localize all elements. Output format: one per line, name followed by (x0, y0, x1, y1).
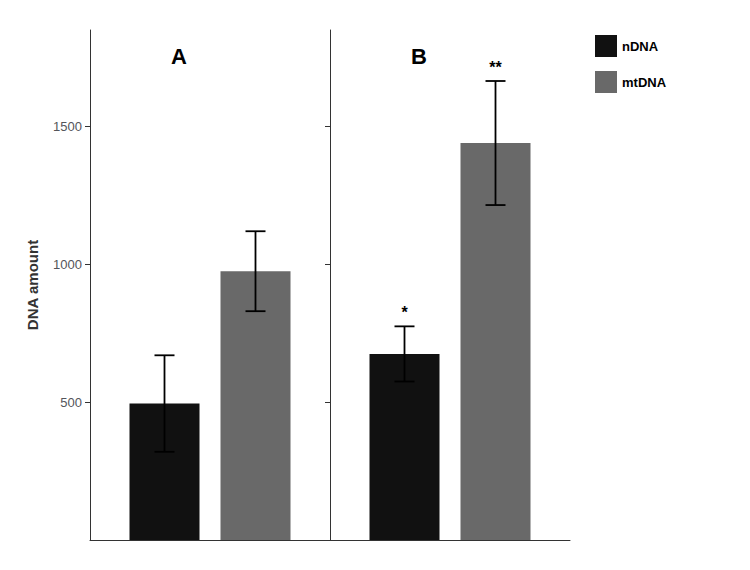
svg-text:nDNA: nDNA (622, 39, 659, 54)
svg-text:**: ** (489, 59, 502, 76)
svg-text:500: 500 (60, 395, 82, 410)
svg-text:DNA amount: DNA amount (24, 240, 41, 330)
svg-text:B: B (411, 44, 427, 69)
svg-text:1000: 1000 (53, 257, 82, 272)
svg-text:*: * (401, 304, 408, 321)
svg-text:mtDNA: mtDNA (622, 75, 667, 90)
svg-text:A: A (171, 44, 187, 69)
svg-text:1500: 1500 (53, 119, 82, 134)
